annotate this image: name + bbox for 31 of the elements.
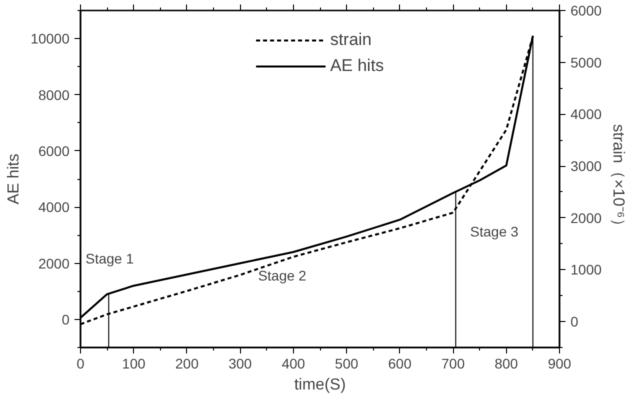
x-tick-label: 200 <box>175 356 199 372</box>
legend-label: strain <box>330 30 372 50</box>
x-tick-label: 400 <box>282 356 306 372</box>
annotation: Stage 1 <box>86 250 134 267</box>
annotation: Stage 3 <box>470 224 519 240</box>
y2-tick-label: 0 <box>570 314 578 330</box>
y-axis-title: AE hits <box>6 154 23 204</box>
y-tick-label: 8000 <box>38 86 70 103</box>
y-tick-label: 6000 <box>38 142 70 159</box>
x-tick-label: 900 <box>548 356 572 372</box>
y2-tick-label: 1000 <box>570 262 602 278</box>
x-tick-label: 500 <box>334 356 359 372</box>
y2-axis-title: strain（×10⁻⁶） <box>610 124 627 234</box>
x-tick-label: 300 <box>228 356 252 372</box>
y2-tick-label: 3000 <box>570 158 602 174</box>
legend-label: AE hits <box>330 56 384 76</box>
y2-tick-label: 4000 <box>570 106 602 122</box>
y2-tick-label: 2000 <box>570 210 602 226</box>
annotation: Stage 2 <box>258 267 307 284</box>
y2-tick-label: 6000 <box>570 2 602 18</box>
x-tick-label: 0 <box>76 356 85 372</box>
y-tick-label: 0 <box>62 311 70 328</box>
x-tick-label: 100 <box>122 356 146 372</box>
y2-tick-label: 5000 <box>570 54 602 70</box>
x-tick-label: 800 <box>494 356 518 372</box>
y-tick-label: 2000 <box>38 255 70 272</box>
x-axis-title: time(S) <box>294 376 346 394</box>
y-tick-label: 10000 <box>30 30 70 47</box>
x-tick-label: 600 <box>388 356 412 372</box>
x-tick-label: 700 <box>441 356 465 372</box>
y-tick-label: 4000 <box>38 199 70 216</box>
